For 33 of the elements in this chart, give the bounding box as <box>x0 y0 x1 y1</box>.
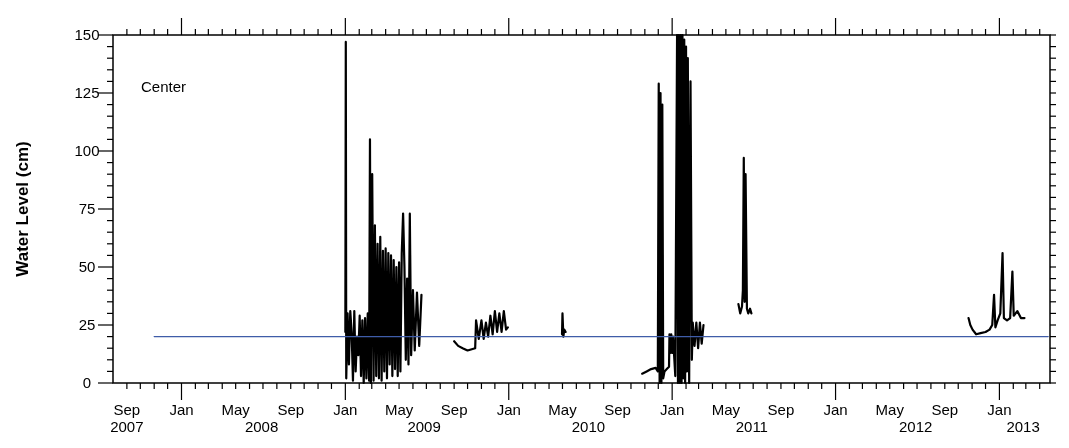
x-tick-label: May <box>711 401 741 418</box>
x-tick-label: Jan <box>496 401 521 418</box>
x-tick-label: Jan <box>660 401 685 418</box>
y-axis-title: Water Level (cm) <box>13 141 32 277</box>
x-tick-label: Sep <box>931 401 959 418</box>
y-tick-label: 50 <box>78 258 96 276</box>
x2-tick-label: 2007 <box>110 418 144 435</box>
x-tick-label: Sep <box>767 401 795 418</box>
x-tick-label: Jan <box>987 401 1012 418</box>
y-tick-label: 100 <box>74 142 100 160</box>
x-tick-label: Jan <box>823 401 848 418</box>
y-tick-label: 0 <box>82 374 92 392</box>
x2-tick-label: 2008 <box>244 418 279 435</box>
x-tick-label: Sep <box>440 401 468 418</box>
x-tick-label: Jan <box>169 401 194 418</box>
y-tick-label: 25 <box>78 316 96 334</box>
x2-tick-label: 2011 <box>735 418 768 435</box>
x-tick-label: Sep <box>113 401 141 418</box>
x2-tick-label: 2009 <box>407 418 441 435</box>
y-tick-label: 75 <box>78 200 96 218</box>
x-tick-label: May <box>875 401 905 418</box>
x-tick-label: May <box>221 401 251 418</box>
x2-tick-label: 2013 <box>1006 418 1040 435</box>
y-tick-label: 150 <box>74 26 100 44</box>
x2-tick-label: 2012 <box>899 418 933 435</box>
x2-tick-label: 2010 <box>571 418 606 435</box>
annotation: Center <box>141 78 187 95</box>
x-tick-label: Jan <box>333 401 358 418</box>
x-tick-label: May <box>384 401 414 418</box>
x-tick-label: Sep <box>604 401 631 418</box>
x-tick-label: Sep <box>277 401 305 418</box>
y-tick-label: 125 <box>74 84 100 102</box>
x-tick-label: May <box>548 401 578 418</box>
